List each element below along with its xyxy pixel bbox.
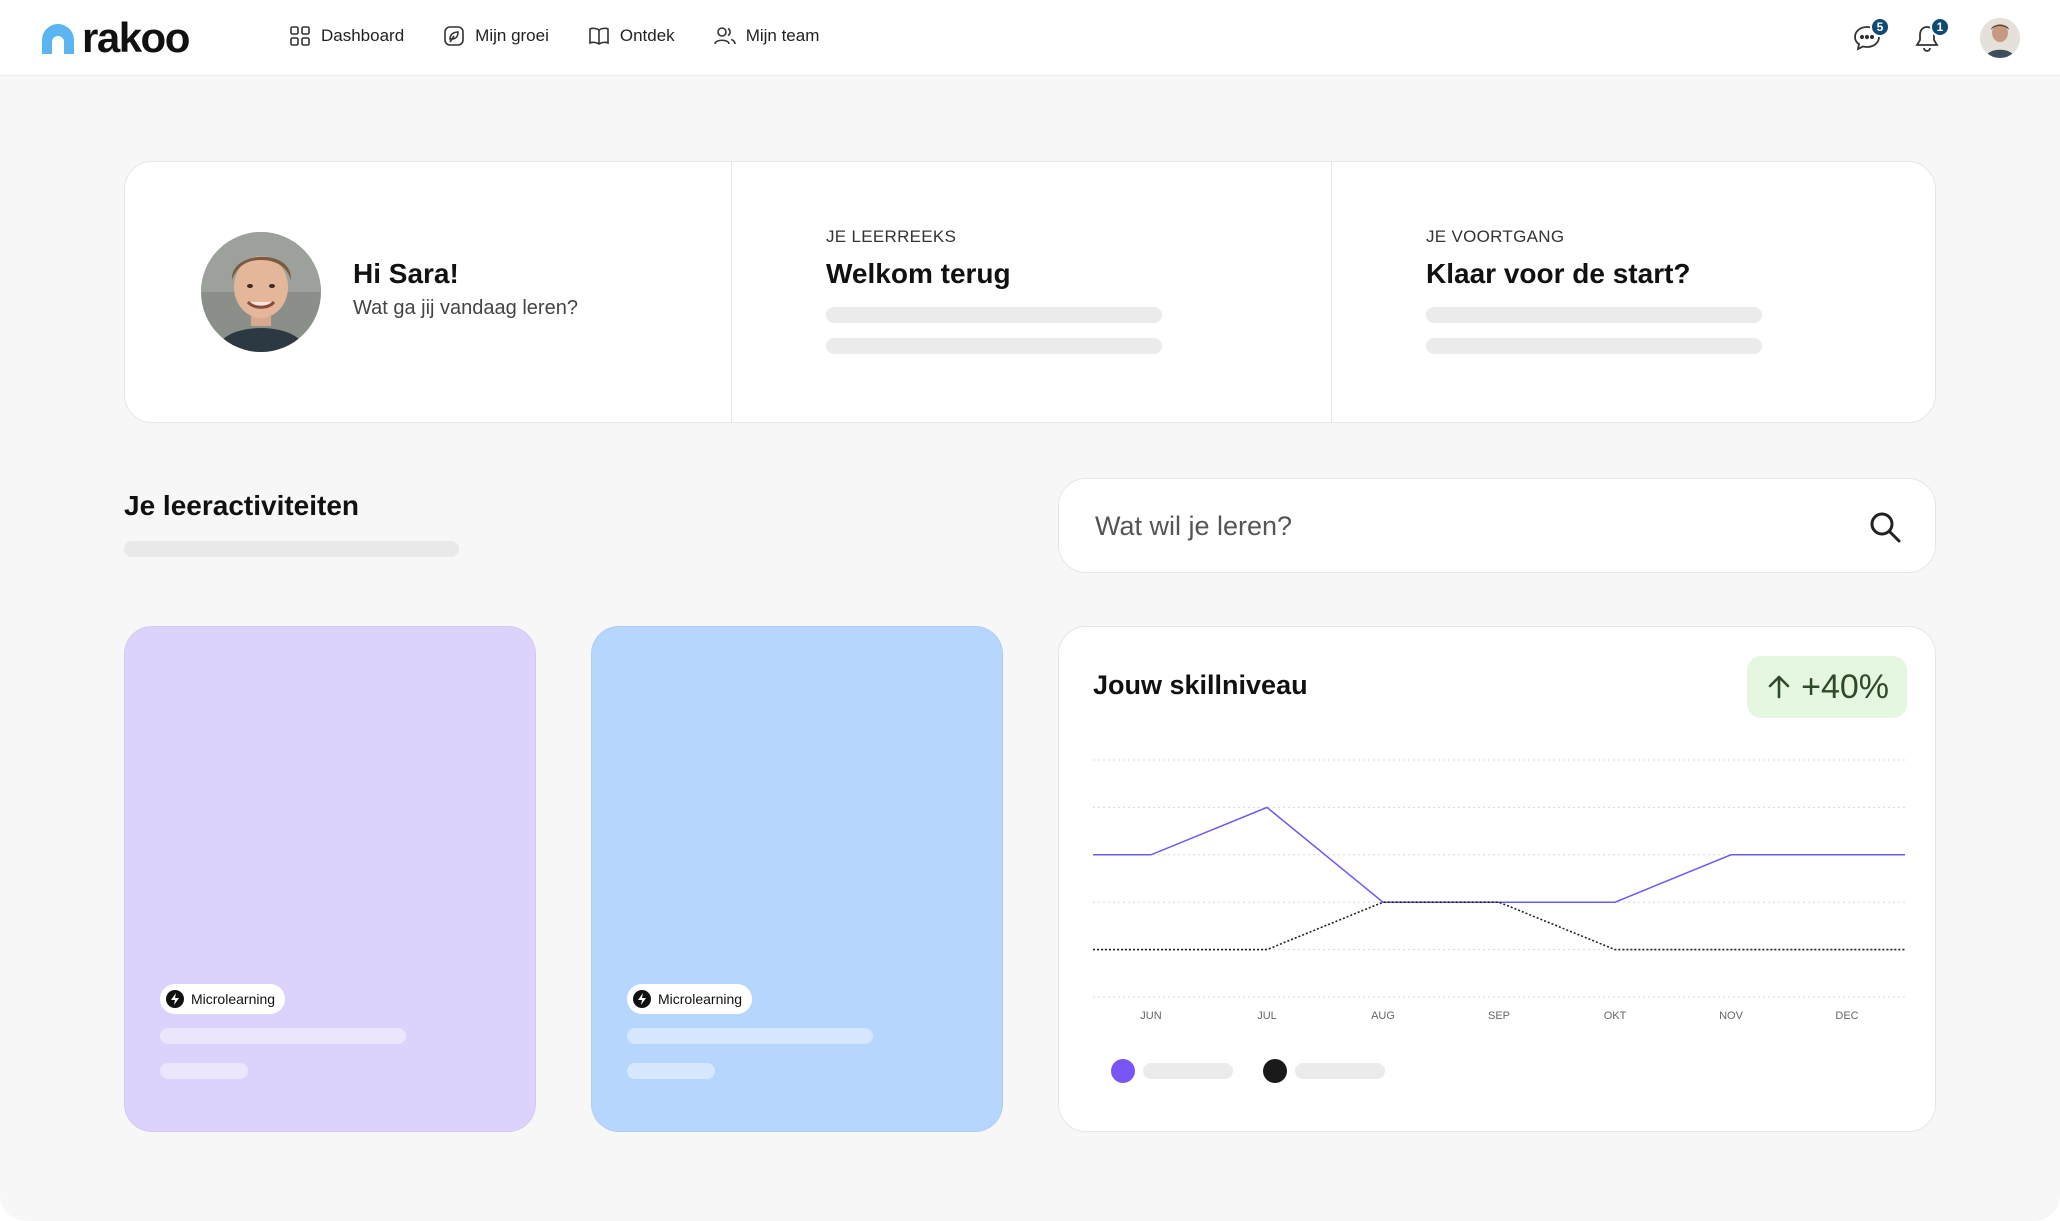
streak-title: Welkom terug [826, 258, 1011, 289]
nav-item-label: Ontdek [619, 26, 675, 45]
grid-icon [290, 26, 310, 46]
skeleton-line [826, 338, 1162, 354]
chart-legend [1111, 1059, 1385, 1083]
microlearning-tag: Microlearning [160, 984, 286, 1014]
messages-count-badge: 5 [1870, 17, 1890, 37]
main-nav: Dashboard Mijn groei Ontdek Mijn team [288, 24, 819, 48]
user-avatar-image [1980, 18, 2020, 58]
nav-item-mijn-groei[interactable]: Mijn groei [442, 24, 549, 48]
search-input[interactable] [1095, 501, 1815, 551]
rakoo-logo-mark-icon [42, 24, 74, 54]
activity-card[interactable]: Microlearning [124, 626, 536, 1132]
skeleton-line [160, 1063, 248, 1079]
progress-title: Klaar voor de start? [1426, 258, 1691, 289]
skill-delta-value: +40% [1801, 667, 1889, 706]
messages-button[interactable]: 5 [1850, 17, 1890, 55]
tag-label: Microlearning [191, 991, 276, 1007]
top-navigation-bar: rakoo Dashboard Mijn groei Ontde [0, 0, 2060, 76]
legend-item-series-1 [1111, 1059, 1233, 1083]
tag-label: Microlearning [658, 991, 743, 1007]
x-tick-label: JUL [1257, 1010, 1277, 1022]
legend-dot-purple [1111, 1059, 1135, 1083]
skill-line-chart: JUN JUL AUG SEP OKT NOV DEC [1093, 759, 1905, 1022]
skeleton-line [1295, 1063, 1385, 1079]
skeleton-line [627, 1063, 715, 1079]
streak-eyebrow: JE LEERREEKS [826, 227, 957, 246]
skeleton-line [1143, 1063, 1233, 1079]
x-tick-label: SEP [1488, 1010, 1510, 1022]
team-icon [713, 27, 736, 45]
legend-dot-black [1263, 1059, 1287, 1083]
nav-item-ontdek[interactable]: Ontdek [587, 24, 675, 48]
search-icon[interactable] [1867, 509, 1903, 545]
welcome-card: Hi Sara! Wat ga jij vandaag leren? JE LE… [124, 161, 1936, 423]
notifications-button[interactable]: 1 [1910, 17, 1950, 55]
series-line-1 [1093, 806, 1905, 903]
search-bar [1058, 478, 1936, 573]
greeting-subtitle: Wat ga jij vandaag leren? [353, 297, 578, 319]
nav-item-label: Dashboard [321, 26, 405, 45]
x-tick-label: DEC [1835, 1010, 1858, 1022]
x-tick-label: AUG [1371, 1010, 1395, 1022]
series-line-2 [1093, 901, 1905, 951]
growth-icon [444, 26, 464, 46]
activities-title: Je leeractiviteiten [124, 490, 360, 521]
skeleton-line [627, 1028, 873, 1044]
legend-item-series-2 [1263, 1059, 1385, 1083]
nav-item-label: Mijn groei [475, 26, 549, 45]
logo-text: rakoo [82, 14, 190, 61]
skeleton-line [124, 541, 459, 557]
activity-card[interactable]: Microlearning [591, 626, 1003, 1132]
skeleton-line [160, 1028, 406, 1044]
profile-photo [201, 232, 321, 352]
header-actions: 5 1 [1850, 17, 2020, 58]
skeleton-line [826, 307, 1162, 323]
nav-item-mijn-team[interactable]: Mijn team [713, 24, 820, 48]
skill-level-card: Jouw skillniveau +40% JUN JUL AUG SEP OKT NOV… [1058, 626, 1936, 1132]
progress-section: JE VOORTGANG Klaar voor de start? [1331, 162, 1935, 422]
lightning-icon [633, 990, 651, 1008]
arrow-up-icon [1768, 675, 1790, 699]
greeting-title: Hi Sara! [353, 258, 459, 289]
learning-streak-section: JE LEERREEKS Welkom terug [731, 162, 1331, 422]
rakoo-logo[interactable]: rakoo [40, 14, 190, 61]
nav-item-dashboard[interactable]: Dashboard [288, 24, 404, 48]
skill-delta-badge: +40% [1747, 656, 1907, 718]
progress-eyebrow: JE VOORTGANG [1426, 227, 1565, 246]
skeleton-line [1426, 338, 1762, 354]
skeleton-line [1426, 307, 1762, 323]
x-tick-label: JUN [1140, 1010, 1161, 1022]
book-icon [589, 27, 609, 45]
nav-item-label: Mijn team [745, 26, 820, 45]
profile-photo-image [201, 232, 321, 352]
microlearning-tag: Microlearning [627, 984, 753, 1014]
skill-chart-title: Jouw skillniveau [1093, 670, 1308, 700]
greeting-section: Hi Sara! Wat ga jij vandaag leren? [125, 162, 731, 422]
x-tick-label: NOV [1719, 1010, 1744, 1022]
notifications-count-badge: 1 [1930, 17, 1950, 37]
x-tick-label: OKT [1604, 1010, 1627, 1022]
user-avatar-button[interactable] [1980, 18, 2020, 58]
lightning-icon [166, 990, 184, 1008]
